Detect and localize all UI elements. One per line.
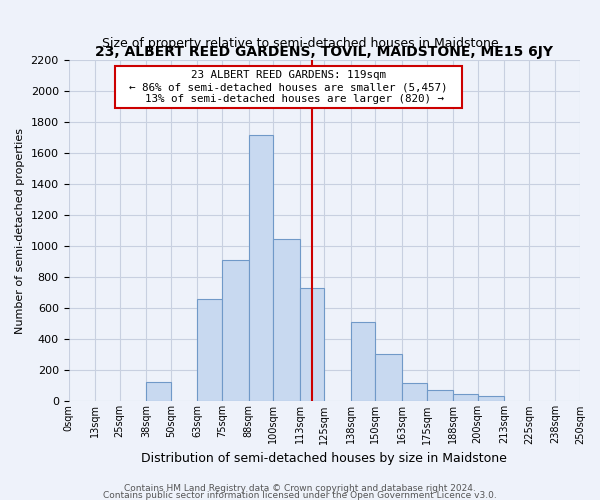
Text: Contains public sector information licensed under the Open Government Licence v3: Contains public sector information licen… — [103, 490, 497, 500]
Text: 23 ALBERT REED GARDENS: 119sqm  
← 86% of semi-detached houses are smaller (5,45: 23 ALBERT REED GARDENS: 119sqm ← 86% of … — [119, 70, 457, 104]
Bar — [146, 382, 171, 402]
Bar — [453, 394, 478, 402]
Bar — [376, 354, 402, 402]
Bar — [351, 322, 376, 402]
Text: Contains HM Land Registry data © Crown copyright and database right 2024.: Contains HM Land Registry data © Crown c… — [124, 484, 476, 493]
Bar — [222, 260, 248, 402]
Bar — [248, 134, 273, 402]
Bar — [300, 288, 324, 402]
Bar — [402, 383, 427, 402]
Bar — [478, 396, 505, 402]
Bar — [427, 390, 453, 402]
Bar — [273, 238, 300, 402]
Text: Size of property relative to semi-detached houses in Maidstone: Size of property relative to semi-detach… — [101, 38, 499, 51]
Title: 23, ALBERT REED GARDENS, TOVIL, MAIDSTONE, ME15 6JY: 23, ALBERT REED GARDENS, TOVIL, MAIDSTON… — [95, 45, 553, 59]
X-axis label: Distribution of semi-detached houses by size in Maidstone: Distribution of semi-detached houses by … — [142, 452, 507, 465]
Bar — [197, 299, 222, 402]
Y-axis label: Number of semi-detached properties: Number of semi-detached properties — [15, 128, 25, 334]
